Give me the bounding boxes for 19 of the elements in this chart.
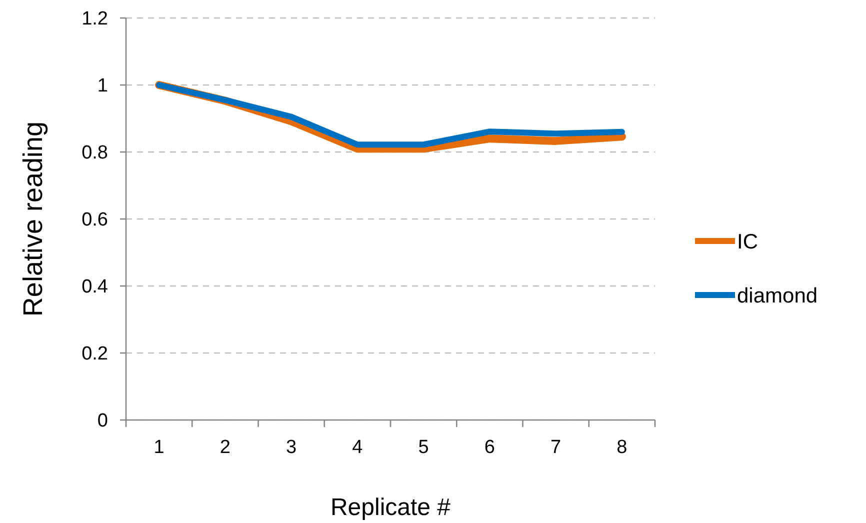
legend-label: IC xyxy=(737,230,758,254)
x-tick-label: 2 xyxy=(220,437,230,458)
y-tick-label: 1.2 xyxy=(82,8,108,30)
x-tick-label: 6 xyxy=(484,437,495,458)
y-tick-label: 1 xyxy=(97,76,108,97)
x-tick-label: 5 xyxy=(418,437,429,458)
x-axis-title: Replicate # xyxy=(330,494,452,521)
x-tick-label: 1 xyxy=(154,437,164,458)
y-tick-label: 0.6 xyxy=(82,210,108,231)
x-tick-label: 4 xyxy=(352,437,364,458)
y-tick-label: 0.4 xyxy=(82,276,108,298)
y-axis-title: Relative reading xyxy=(18,121,48,317)
legend-label: diamond xyxy=(737,284,818,308)
y-tick-label: 0 xyxy=(97,410,108,432)
x-tick-label: 7 xyxy=(550,437,562,458)
x-tick-label: 8 xyxy=(616,437,628,458)
y-tick-label: 0.8 xyxy=(82,142,108,164)
y-tick-label: 0.2 xyxy=(82,344,108,365)
x-tick-label: 3 xyxy=(286,437,297,458)
